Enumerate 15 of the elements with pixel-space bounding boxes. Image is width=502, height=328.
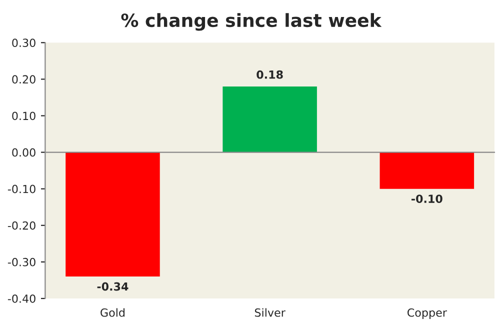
data-label: -0.10 bbox=[412, 194, 442, 203]
data-label: 0.18 bbox=[256, 70, 283, 79]
y-tick-label: -0.20 bbox=[8, 221, 36, 230]
y-tick-label: 0.00 bbox=[12, 148, 36, 157]
x-tick-label: Copper bbox=[408, 308, 447, 319]
y-tick-label: -0.10 bbox=[8, 184, 36, 194]
x-tick-label: Silver bbox=[254, 308, 286, 317]
chart-title: % change since last week bbox=[121, 13, 382, 31]
y-tick-label: 0.30 bbox=[12, 38, 36, 48]
data-label: -0.34 bbox=[97, 282, 128, 291]
y-tick-label: 0.10 bbox=[12, 112, 36, 120]
y-tick-label: 0.20 bbox=[12, 75, 36, 84]
y-tick-label: -0.40 bbox=[8, 294, 36, 303]
x-tick-label: Gold bbox=[100, 308, 124, 317]
y-tick-label: -0.30 bbox=[8, 258, 36, 266]
